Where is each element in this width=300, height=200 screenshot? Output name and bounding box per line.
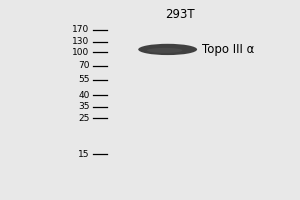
Text: 35: 35	[78, 102, 90, 111]
Text: 40: 40	[78, 91, 90, 100]
Text: 130: 130	[72, 37, 90, 46]
Text: 15: 15	[78, 150, 90, 159]
Text: 100: 100	[72, 48, 90, 57]
Text: 55: 55	[78, 75, 90, 84]
Ellipse shape	[147, 48, 182, 53]
Text: Topo III α: Topo III α	[202, 43, 254, 56]
Text: 170: 170	[72, 25, 90, 34]
Text: 25: 25	[78, 114, 90, 123]
Text: 70: 70	[78, 61, 90, 70]
Ellipse shape	[138, 44, 197, 55]
Text: 293T: 293T	[165, 8, 194, 21]
